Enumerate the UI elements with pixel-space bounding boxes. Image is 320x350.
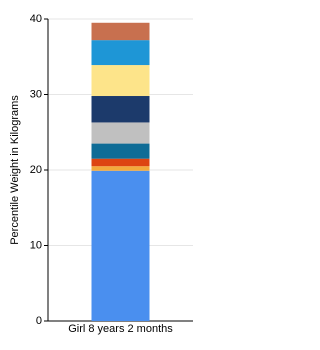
bar-segment <box>91 158 150 167</box>
bar-segment <box>91 22 150 41</box>
bar-segment <box>91 166 150 171</box>
y-tick-label: 40 <box>30 13 42 25</box>
y-tick-label: 10 <box>30 239 42 251</box>
y-tick-label: 30 <box>30 88 42 100</box>
chart: Percentile Weight in Kilograms 0 10 20 30 40… <box>9 13 193 335</box>
bar-segment <box>91 143 150 159</box>
bar-segment <box>91 40 150 66</box>
y-tick-label: 20 <box>30 164 42 176</box>
y-axis-label: Percentile Weight in Kilograms <box>9 95 21 245</box>
y-tick-label: 0 <box>36 315 42 327</box>
x-tick-label: Girl 8 years 2 months <box>68 323 173 335</box>
bar-segment <box>91 170 150 321</box>
bar-segment <box>91 122 150 144</box>
bar-segment <box>91 65 150 97</box>
bar-segment <box>91 96 150 123</box>
